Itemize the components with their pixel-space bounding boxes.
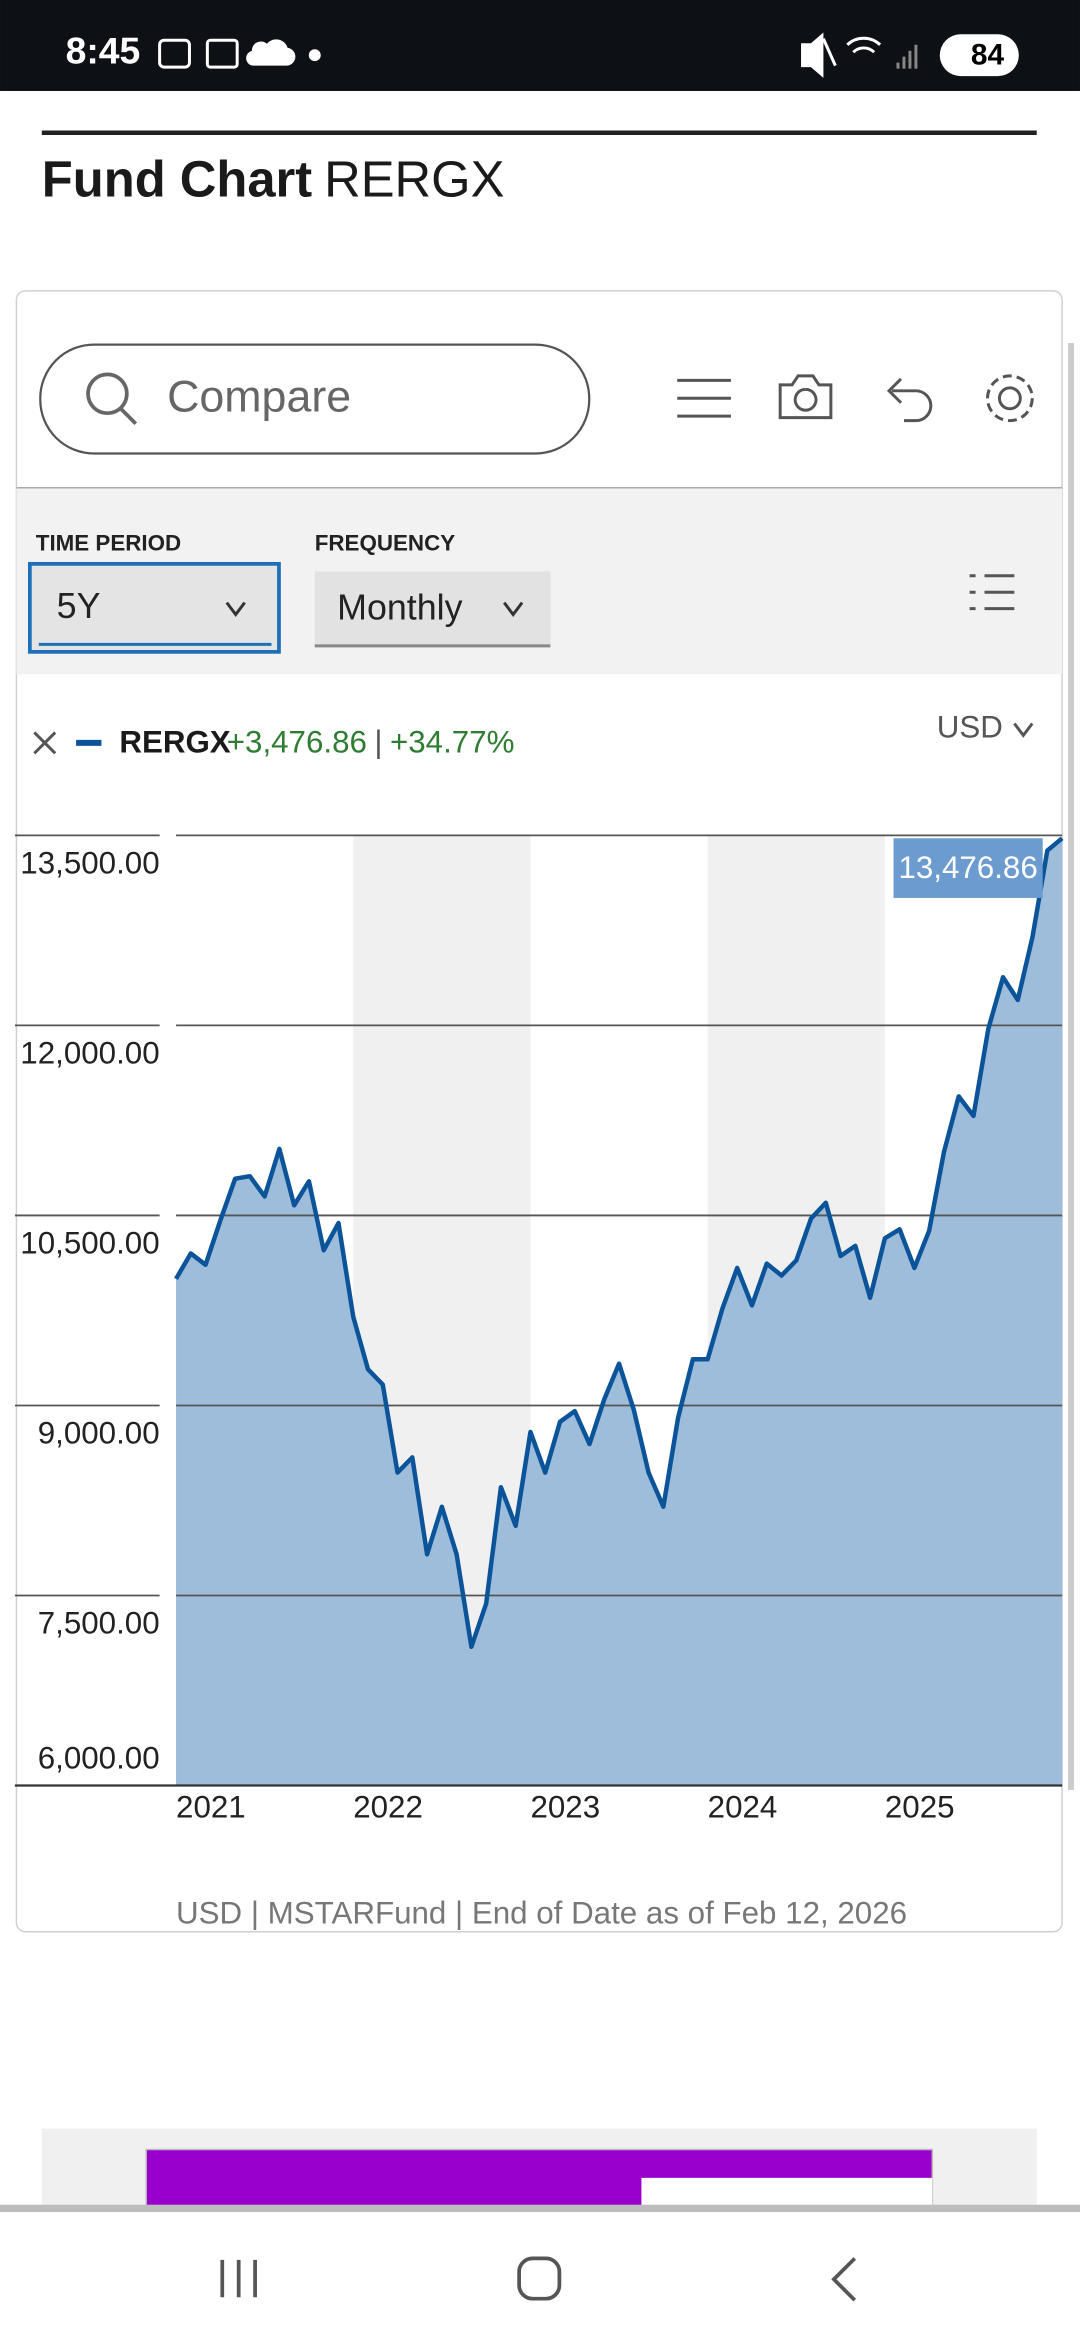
search-placeholder: Compare bbox=[167, 372, 351, 422]
menu-icon[interactable] bbox=[677, 378, 731, 418]
x-tick-label: 2022 bbox=[353, 1790, 423, 1825]
chevron bbox=[225, 601, 246, 618]
title-ticker: RERGX bbox=[324, 151, 504, 208]
legend-ticker: RERGX bbox=[119, 725, 230, 760]
y-tick-label: 9,000.00 bbox=[38, 1416, 160, 1451]
back-button[interactable] bbox=[831, 2257, 857, 2302]
x-tick-label: 2024 bbox=[708, 1790, 778, 1825]
change-percent: +34.77% bbox=[390, 725, 515, 760]
toolbar-icons bbox=[677, 374, 1034, 423]
page-title: Fund Chart RERGX bbox=[42, 151, 505, 208]
value-label: 13,476.86 bbox=[898, 850, 1037, 885]
y-tick-label: 12,000.00 bbox=[20, 1035, 159, 1070]
battery bbox=[939, 34, 1019, 77]
plot: 6,000.00 7,500.00 9,000.00 10,500.00 12,000.… bbox=[14, 834, 1064, 1825]
frequency-value: Monthly bbox=[337, 588, 462, 628]
y-tick-label: 6,000.00 bbox=[38, 1740, 160, 1775]
list-icon[interactable] bbox=[969, 574, 1015, 611]
x-tick-label: 2021 bbox=[176, 1790, 246, 1825]
nav-bar bbox=[0, 2212, 1080, 2340]
x-tick-label: 2025 bbox=[885, 1790, 955, 1825]
y-tick-label: 13,500.00 bbox=[20, 845, 159, 880]
camera-icon[interactable] bbox=[778, 374, 833, 420]
remove-series[interactable] bbox=[33, 731, 57, 755]
chevron bbox=[1013, 722, 1034, 738]
time-period-label: TIME PERIOD bbox=[36, 530, 181, 555]
nav-divider bbox=[0, 2204, 1080, 2213]
status-icons bbox=[158, 32, 918, 78]
y-tick-label: 7,500.00 bbox=[38, 1606, 160, 1641]
undo-icon[interactable] bbox=[886, 377, 933, 423]
change-value: +3,476.86 bbox=[227, 725, 367, 760]
status-time: 8:45 bbox=[66, 30, 141, 72]
value-label-box bbox=[893, 838, 1043, 898]
scrollbar bbox=[1068, 343, 1075, 1791]
chevron bbox=[503, 601, 524, 618]
y-tick-label: 10,500.00 bbox=[20, 1226, 159, 1261]
chart-footer: USD | MSTARFund | End of Date as of Feb … bbox=[176, 1896, 907, 1931]
separator: | bbox=[374, 725, 382, 760]
frequency-select[interactable] bbox=[314, 571, 551, 648]
status-bar bbox=[0, 0, 1080, 91]
series-line bbox=[174, 836, 1064, 1650]
nav-buttons bbox=[220, 2256, 857, 2302]
frequency-label: FREQUENCY bbox=[315, 530, 455, 555]
series-area bbox=[176, 838, 1063, 1786]
settings-icon[interactable] bbox=[997, 386, 1022, 411]
search-icon bbox=[86, 372, 138, 425]
time-period-select[interactable] bbox=[27, 561, 281, 654]
x-tick-label: 2023 bbox=[530, 1790, 600, 1825]
time-period-value: 5Y bbox=[57, 586, 101, 626]
compare-search[interactable] bbox=[39, 343, 591, 455]
title-label: Fund Chart bbox=[42, 151, 312, 208]
battery-level: 84 bbox=[971, 39, 1005, 72]
home-button[interactable] bbox=[517, 2256, 562, 2301]
currency-select[interactable]: USD bbox=[937, 710, 1003, 745]
recents-button[interactable] bbox=[220, 2259, 257, 2298]
legend-change: +3,476.86 | +34.77% bbox=[227, 725, 515, 760]
